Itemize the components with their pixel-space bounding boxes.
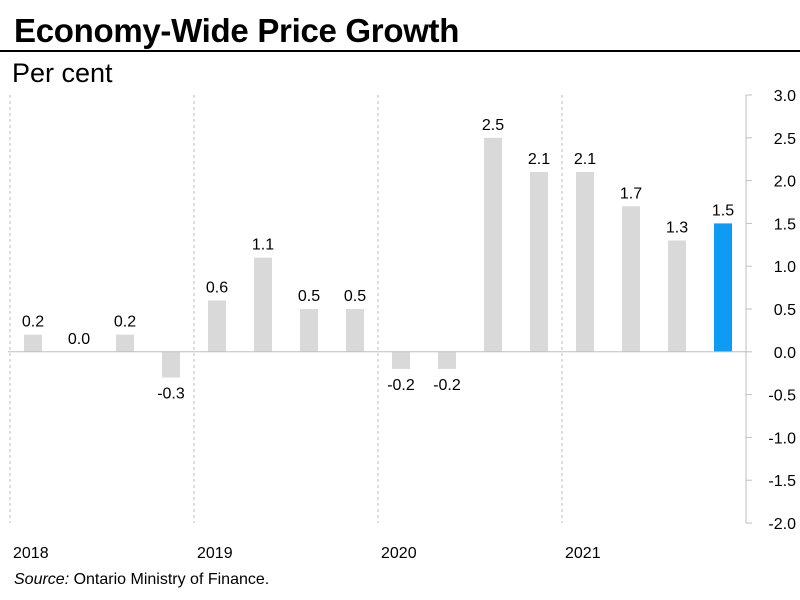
data-label: 1.1 xyxy=(252,237,274,254)
bar xyxy=(576,172,594,352)
y-tick-label: -2.0 xyxy=(768,516,796,533)
bar xyxy=(438,351,456,369)
data-label: 0.6 xyxy=(206,279,228,296)
bar xyxy=(162,351,180,378)
data-label: -0.3 xyxy=(157,385,185,402)
bar xyxy=(392,351,410,369)
y-tick-label: -1.0 xyxy=(768,430,796,447)
title-divider xyxy=(0,50,800,52)
data-label: -0.2 xyxy=(387,377,415,394)
source-label: Source: xyxy=(14,571,70,588)
bar xyxy=(208,300,226,352)
data-label: 0.2 xyxy=(22,314,44,331)
bar xyxy=(116,334,134,352)
x-year-label: 2021 xyxy=(565,545,601,562)
y-tick-label: 2.5 xyxy=(774,131,796,148)
bar xyxy=(530,172,548,352)
y-tick-label: 1.5 xyxy=(774,216,796,233)
data-label: 1.3 xyxy=(666,220,688,237)
y-tick-label: 0.0 xyxy=(774,345,796,362)
bar xyxy=(484,137,502,352)
data-label: 1.7 xyxy=(620,185,642,202)
data-label: 0.2 xyxy=(114,314,136,331)
bar xyxy=(346,309,364,352)
data-label: 0.0 xyxy=(68,331,90,348)
bar xyxy=(254,257,272,352)
source-text: Ontario Ministry of Finance. xyxy=(69,571,270,588)
data-label: -0.2 xyxy=(433,377,461,394)
y-tick-label: 3.0 xyxy=(774,88,796,105)
bar xyxy=(714,223,732,352)
y-tick-label: -1.5 xyxy=(768,473,796,490)
chart-subtitle: Per cent xyxy=(12,58,113,88)
y-tick-label: -0.5 xyxy=(768,388,796,405)
x-year-label: 2018 xyxy=(13,545,49,562)
x-year-label: 2019 xyxy=(197,545,233,562)
bar xyxy=(300,309,318,352)
data-label: 2.1 xyxy=(574,151,596,168)
bar xyxy=(622,206,640,352)
source-note: Source: Ontario Ministry of Finance. xyxy=(14,571,269,589)
data-label: 0.5 xyxy=(344,288,366,305)
bar xyxy=(668,240,686,352)
bar xyxy=(24,334,42,352)
y-tick-label: 2.0 xyxy=(774,174,796,191)
chart-title: Economy-Wide Price Growth xyxy=(14,12,460,49)
y-tick-label: 0.5 xyxy=(774,302,796,319)
data-label: 2.1 xyxy=(528,151,550,168)
data-label: 2.5 xyxy=(482,117,504,134)
data-label: 0.5 xyxy=(298,288,320,305)
x-year-label: 2020 xyxy=(381,545,417,562)
y-tick-label: 1.0 xyxy=(774,259,796,276)
data-label: 1.5 xyxy=(712,202,734,219)
